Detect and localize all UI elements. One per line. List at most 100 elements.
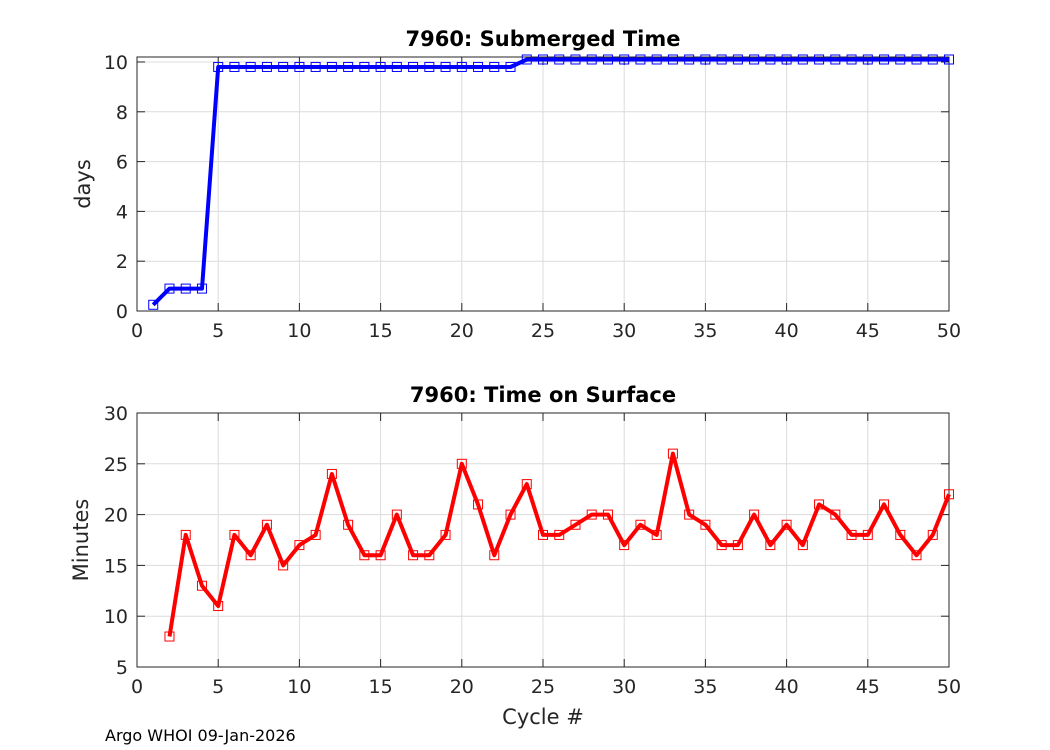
submerged-data-point xyxy=(164,283,175,294)
surface-data-point xyxy=(554,529,565,540)
surface-data-point xyxy=(391,509,402,520)
surface-data-point xyxy=(619,540,630,551)
submerged-data-point xyxy=(700,54,711,65)
surface-data-point xyxy=(326,468,337,479)
surface-data-point xyxy=(814,499,825,510)
surface-data-point xyxy=(570,519,581,530)
surface-data-point xyxy=(278,560,289,571)
surface-chart-title: 7960: Time on Surface xyxy=(410,383,676,407)
surface-y-tick-label: 20 xyxy=(104,505,128,527)
surface-data-point xyxy=(473,499,484,510)
surface-data-point xyxy=(440,529,451,540)
surface-data-point xyxy=(424,550,435,561)
surface-x-tick-label: 0 xyxy=(131,676,143,698)
footer-text: Argo WHOI 09-Jan-2026 xyxy=(105,726,296,745)
submerged-data-point xyxy=(667,54,678,65)
submerged-data-point xyxy=(586,54,597,65)
submerged-data-point xyxy=(229,61,240,72)
surface-data-point xyxy=(538,529,548,540)
surface-x-tick-label: 20 xyxy=(450,676,474,698)
surface-data-point xyxy=(781,519,792,530)
submerged-y-tick-label: 0 xyxy=(116,301,128,323)
submerged-data-point xyxy=(911,54,922,65)
surface-x-tick-label: 35 xyxy=(693,676,717,698)
surface-x-axis-label: Cycle # xyxy=(502,705,584,729)
surface-y-tick-label: 10 xyxy=(104,606,128,628)
surface-data-point xyxy=(667,448,678,459)
surface-y-axis-label: Minutes xyxy=(69,499,93,582)
submerged-data-point xyxy=(830,54,841,65)
submerged-data-point xyxy=(375,61,386,72)
submerged-data-point xyxy=(879,54,890,65)
submerged-data-point xyxy=(684,54,695,65)
submerged-data-point xyxy=(489,61,500,72)
surface-data-point xyxy=(245,550,256,561)
submerged-x-tick-label: 40 xyxy=(775,320,799,342)
submerged-data-point xyxy=(343,61,354,72)
surface-data-point xyxy=(700,519,711,530)
submerged-data-point xyxy=(619,54,630,65)
surface-data-point xyxy=(196,580,207,591)
surface-data-point xyxy=(846,529,857,540)
surface-y-tick-label: 15 xyxy=(104,555,128,577)
surface-data-point xyxy=(944,489,954,500)
submerged-x-tick-label: 20 xyxy=(450,320,474,342)
submerged-x-tick-label: 30 xyxy=(612,320,636,342)
submerged-series-line xyxy=(151,57,949,307)
submerged-x-tick-label: 15 xyxy=(369,320,393,342)
surface-data-point xyxy=(732,540,743,551)
surface-data-point xyxy=(862,529,873,540)
surface-data-point xyxy=(684,509,695,520)
surface-x-tick-label: 30 xyxy=(612,676,636,698)
surface-data-point xyxy=(213,601,224,612)
surface-y-tick-label: 5 xyxy=(116,657,128,679)
submerged-data-point xyxy=(814,54,825,65)
submerged-x-tick-label: 25 xyxy=(531,320,555,342)
surface-data-point xyxy=(586,509,597,520)
submerged-data-point xyxy=(521,54,532,65)
surface-data-point xyxy=(261,519,272,530)
submerged-y-tick-label: 10 xyxy=(104,52,128,74)
surface-data-point xyxy=(602,509,613,520)
submerged-data-point xyxy=(797,54,808,65)
submerged-x-tick-label: 45 xyxy=(856,320,880,342)
submerged-y-tick-label: 2 xyxy=(116,251,128,273)
submerged-data-point xyxy=(651,54,662,65)
submerged-x-tick-label: 50 xyxy=(937,320,961,342)
surface-data-point xyxy=(164,631,175,642)
surface-data-point xyxy=(749,509,760,520)
submerged-y-axis-label: days xyxy=(71,159,95,209)
submerged-data-point xyxy=(456,61,467,72)
surface-x-tick-label: 15 xyxy=(369,676,393,698)
surface-y-tick-label: 30 xyxy=(104,403,128,425)
surface-data-point xyxy=(456,458,467,469)
submerged-data-point xyxy=(294,61,305,72)
surface-data-point xyxy=(521,479,532,490)
submerged-data-point xyxy=(180,283,191,294)
surface-x-tick-label: 45 xyxy=(856,676,880,698)
submerged-data-point xyxy=(148,299,159,310)
surface-data-point xyxy=(635,519,646,530)
submerged-data-point xyxy=(635,54,646,65)
surface-y-tick-label: 25 xyxy=(104,454,128,476)
surface-data-point xyxy=(716,540,727,551)
surface-data-point xyxy=(830,509,841,520)
surface-data-point xyxy=(310,529,321,540)
submerged-data-point xyxy=(602,54,613,65)
submerged-data-point xyxy=(359,61,370,72)
submerged-data-point xyxy=(245,61,256,72)
surface-data-point xyxy=(911,550,922,561)
submerged-data-point xyxy=(538,54,548,65)
submerged-data-point xyxy=(213,61,224,72)
submerged-data-point xyxy=(781,54,792,65)
submerged-data-point xyxy=(570,54,581,65)
surface-x-tick-label: 40 xyxy=(775,676,799,698)
surface-data-point xyxy=(408,550,419,561)
surface-series-line xyxy=(167,451,951,637)
submerged-data-point xyxy=(554,54,565,65)
surface-data-point xyxy=(343,519,354,530)
surface-x-tick-label: 10 xyxy=(287,676,311,698)
surface-x-tick-label: 50 xyxy=(937,676,961,698)
